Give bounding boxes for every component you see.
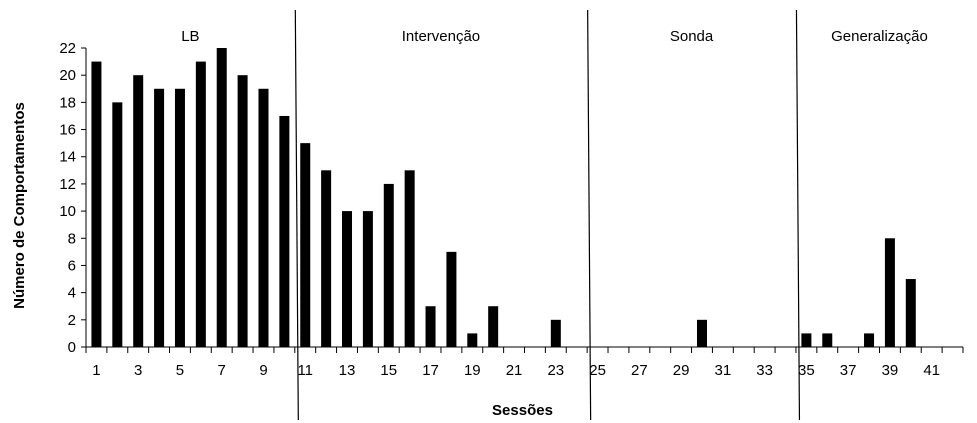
x-tick-label: 39 [882,362,899,379]
bar-session-2 [112,102,123,347]
x-tick-label: 33 [756,362,773,379]
y-axis-title: Número de Comportamentos [11,102,28,309]
x-tick-label: 41 [923,362,940,379]
y-tick-label: 10 [59,203,76,220]
phase-label: Intervenção [402,28,480,45]
bar-session-6 [195,61,206,347]
y-tick-label: 12 [59,176,76,193]
bar-session-20 [488,306,499,347]
y-axis-ticks: 0 2 4 6 8 10 12 14 16 18 20 22 [59,40,86,356]
bar-session-14 [362,211,373,347]
x-tick-label: 11 [297,362,313,379]
bar-session-7 [216,48,227,347]
bar-session-3 [133,75,144,347]
x-tick-label: 21 [506,362,523,379]
x-tick-label: 7 [218,362,226,379]
phase-change-lines [294,9,801,421]
x-tick-label: 5 [176,362,184,379]
x-tick-label: 31 [715,362,732,379]
x-tick-label: 29 [673,362,690,379]
x-tick-label: 19 [464,362,481,379]
phase-change-line-3 [795,9,801,421]
bar-session-4 [154,88,165,347]
x-axis-title: Sessões [492,402,553,419]
x-tick-label: 9 [259,362,267,379]
bar-session-18 [446,251,457,347]
x-tick-label: 25 [589,362,606,379]
y-tick-label: 18 [59,94,76,111]
phase-change-line-1 [294,9,299,421]
bar-session-39 [884,238,895,347]
bar-session-10 [279,115,290,347]
y-tick-label: 22 [59,40,76,57]
y-tick-label: 8 [68,230,76,247]
phase-label: LB [181,28,199,45]
y-tick-label: 14 [59,149,76,166]
bar-session-30 [696,319,707,347]
y-tick-label: 20 [59,67,76,84]
bar-session-5 [174,88,185,347]
x-tick-label: 37 [840,362,857,379]
bar-session-23 [550,319,561,347]
y-tick-label: 0 [68,339,76,356]
y-tick-label: 6 [68,257,76,274]
bar-session-15 [383,183,394,347]
y-tick-label: 2 [68,312,76,329]
bar-session-13 [342,211,353,347]
x-axis-ticks: 1 3 5 7 9 11 13 15 17 19 21 23 25 27 29 31 33 35 37 39 41 [85,347,964,379]
bar-session-35 [801,333,812,347]
bar-session-1 [91,61,102,347]
phase-label: Sonda [670,28,714,45]
bar-session-8 [237,75,248,347]
bar-session-11 [300,143,311,347]
x-tick-label: 23 [547,362,564,379]
x-tick-label: 35 [798,362,815,379]
x-tick-label: 13 [339,362,356,379]
x-tick-label: 17 [422,362,439,379]
phase-labels: LB Intervenção Sonda Generalização [181,28,928,45]
bar-session-40 [905,279,916,347]
y-tick-label: 16 [59,122,76,139]
x-tick-label: 27 [631,362,648,379]
x-tick-label: 1 [92,362,100,379]
bar-session-17 [425,306,436,347]
bar-session-38 [864,333,875,347]
bar-session-36 [822,333,833,347]
phase-label: Generalização [831,28,928,45]
bar-session-12 [321,170,332,347]
bar-session-16 [404,170,415,347]
bars [91,48,916,347]
y-tick-label: 4 [68,285,76,302]
bar-session-9 [258,88,269,347]
x-tick-label: 15 [380,362,397,379]
bar-session-19 [467,333,478,347]
phase-change-line-2 [587,9,592,421]
x-tick-label: 3 [134,362,142,379]
